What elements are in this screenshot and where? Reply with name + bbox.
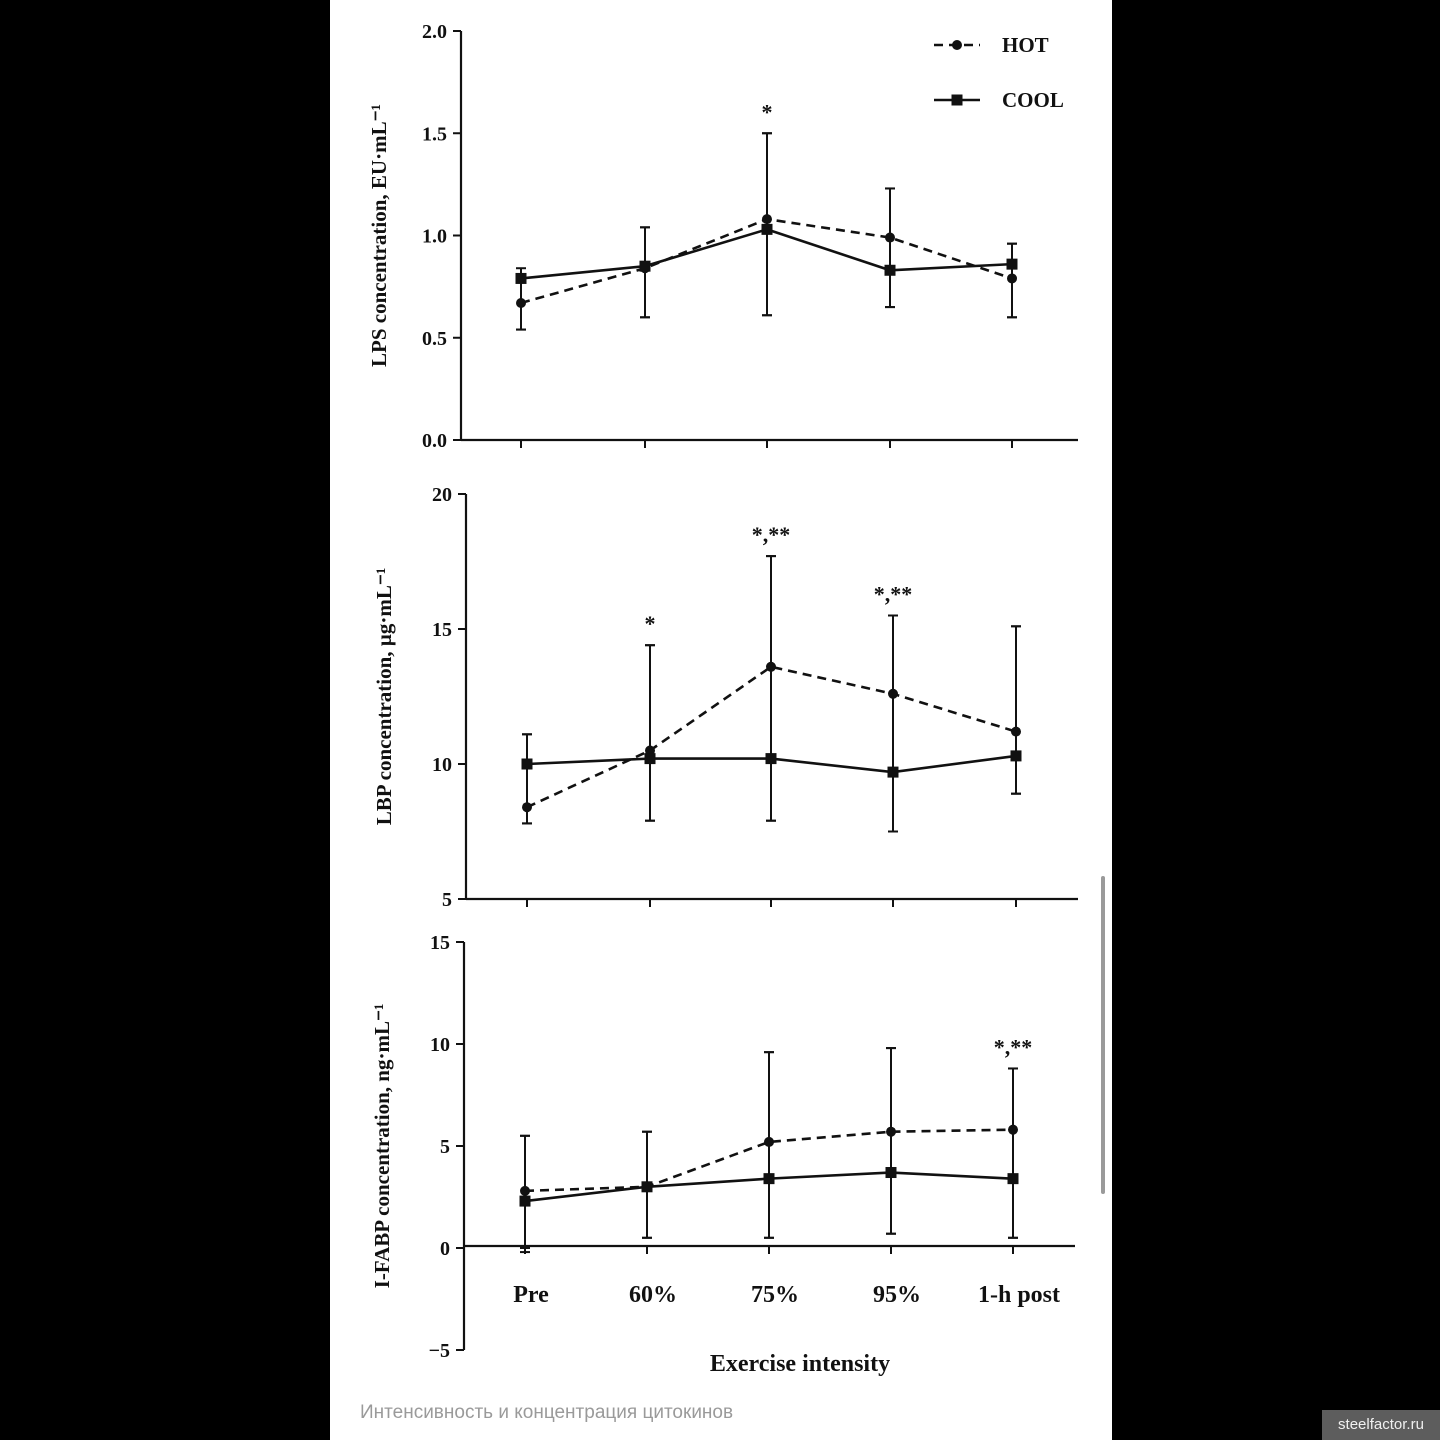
y-tick-label: 20 bbox=[432, 484, 452, 506]
legend-label: HOT bbox=[1002, 33, 1049, 57]
legend: HOT COOL bbox=[934, 33, 1064, 112]
x-tick-label: 95% bbox=[873, 1282, 921, 1308]
data-point bbox=[887, 766, 899, 778]
y-axis-label: I-FABP concentration, ng·mL⁻¹ bbox=[370, 1004, 394, 1289]
data-point bbox=[639, 260, 651, 272]
data-point bbox=[641, 1181, 653, 1193]
x-axis-label: Exercise intensity bbox=[710, 1351, 890, 1377]
y-tick-label: 15 bbox=[432, 619, 452, 641]
y-axis-label: LBP concentration, µg·mL⁻¹ bbox=[372, 568, 396, 826]
figure-caption: Интенсивность и концентрация цитокинов bbox=[360, 1402, 734, 1423]
y-tick-label: 1.5 bbox=[422, 123, 447, 145]
data-point bbox=[763, 1173, 775, 1185]
data-point bbox=[1010, 750, 1022, 762]
y-tick-label: 0 bbox=[440, 1238, 450, 1260]
significance-annotation: *,** bbox=[994, 1034, 1033, 1059]
series-cool bbox=[515, 132, 1018, 331]
y-axis-label: LPS concentration, EU·mL⁻¹ bbox=[367, 104, 391, 367]
y-tick-label: 5 bbox=[442, 889, 452, 911]
legend-label: COOL bbox=[1002, 88, 1064, 112]
significance-annotation: *,** bbox=[874, 582, 913, 607]
significance-annotation: * bbox=[645, 611, 656, 636]
y-tick-label: 0.5 bbox=[422, 328, 447, 350]
data-point bbox=[521, 758, 533, 770]
legend-marker bbox=[951, 94, 963, 106]
data-point bbox=[885, 1167, 897, 1179]
y-tick-label: 0.0 bbox=[422, 430, 447, 452]
series-line bbox=[524, 1128, 1014, 1193]
legend-marker bbox=[952, 40, 962, 50]
data-point bbox=[515, 272, 527, 284]
significance-annotation: * bbox=[762, 99, 773, 124]
data-point bbox=[644, 753, 656, 765]
y-tick-label: 10 bbox=[430, 1034, 450, 1056]
y-tick-label: 5 bbox=[440, 1136, 450, 1158]
chart-1: 0.0 0.5 1.0 1.5 2.0 LPS concentration, EU·mL⁻… bbox=[367, 21, 1078, 452]
series-cool bbox=[519, 1047, 1019, 1249]
x-tick-label: Pre bbox=[513, 1282, 549, 1308]
series-cool bbox=[521, 555, 1022, 833]
data-point bbox=[1006, 258, 1018, 270]
data-point bbox=[519, 1195, 531, 1207]
watermark: steelfactor.ru bbox=[1322, 1410, 1440, 1440]
y-tick-label: 15 bbox=[430, 932, 450, 954]
data-point bbox=[761, 223, 773, 235]
series-line bbox=[526, 665, 1017, 809]
x-tick-label: 60% bbox=[629, 1282, 677, 1308]
y-tick-label: 2.0 bbox=[422, 21, 447, 43]
y-tick-label: 1.0 bbox=[422, 226, 447, 248]
x-tick-label: 1-h post bbox=[978, 1282, 1060, 1308]
data-point bbox=[765, 753, 777, 765]
y-tick-label: 10 bbox=[432, 754, 452, 776]
chart-3: −5 0 5 10 15 I-FABP concentration, ng·mL⁻¹ *,*… bbox=[370, 932, 1075, 1377]
y-tick-label: −5 bbox=[429, 1340, 450, 1362]
x-tick-label: 75% bbox=[751, 1282, 799, 1308]
data-point bbox=[1007, 1173, 1019, 1185]
scrollbar[interactable] bbox=[1101, 876, 1105, 1194]
chart-2: 5 10 15 20 LBP concentration, µg·mL⁻¹ * *,** *,… bbox=[372, 484, 1078, 911]
data-point bbox=[884, 264, 896, 276]
significance-annotation: *,** bbox=[752, 522, 791, 547]
